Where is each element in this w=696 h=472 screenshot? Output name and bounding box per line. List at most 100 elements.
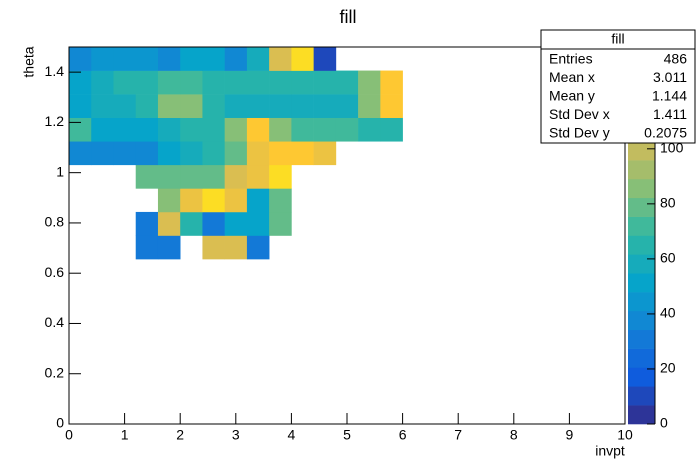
cell <box>135 211 159 236</box>
z-tick-label: 0 <box>660 415 668 431</box>
x-tick-label: 7 <box>454 427 462 443</box>
cell <box>202 47 225 71</box>
y-tick-label: 1.2 <box>45 113 65 129</box>
cell <box>246 94 270 118</box>
cell <box>69 70 92 95</box>
x-tick-label: 10 <box>617 427 633 443</box>
stats-value: 0.2075 <box>644 125 687 141</box>
cell <box>135 235 159 260</box>
stats-name: Entries <box>549 51 593 67</box>
palette-band <box>628 178 655 199</box>
cell <box>157 47 181 71</box>
cell <box>380 70 403 95</box>
cell <box>246 141 270 166</box>
cell <box>224 164 248 189</box>
palette-band <box>628 216 655 236</box>
cell <box>335 70 359 95</box>
cell <box>224 235 248 260</box>
x-tick-label: 5 <box>343 427 351 443</box>
palette-band <box>628 197 655 217</box>
cell <box>157 188 181 213</box>
z-tick-label: 100 <box>660 140 684 156</box>
cell <box>113 70 137 95</box>
y-tick-label: 0.2 <box>45 364 65 380</box>
cell <box>224 47 248 71</box>
palette-band <box>628 235 655 255</box>
cell <box>157 70 181 95</box>
cell <box>313 94 337 118</box>
cell <box>69 94 92 118</box>
cell <box>358 117 381 142</box>
x-tick-label: 3 <box>232 427 240 443</box>
stats-name: Std Dev y <box>549 125 610 141</box>
cell <box>157 164 181 189</box>
cell <box>291 141 314 166</box>
palette-band <box>628 141 655 161</box>
cell <box>313 141 337 166</box>
stats-title: fill <box>611 31 624 47</box>
cell <box>91 47 114 71</box>
z-tick-label: 60 <box>660 250 676 266</box>
cell <box>291 70 314 95</box>
cell <box>269 47 292 71</box>
x-tick-label: 0 <box>65 427 73 443</box>
x-tick-label: 8 <box>510 427 518 443</box>
cell <box>69 117 92 142</box>
y-axis-label: theta <box>21 46 37 77</box>
y-tick-label: 0.6 <box>45 264 65 280</box>
x-tick-label: 4 <box>288 427 296 443</box>
cell <box>202 211 225 236</box>
stats-name: Mean x <box>549 69 595 85</box>
y-tick-label: 0.4 <box>45 314 65 330</box>
cell <box>135 141 159 166</box>
cell <box>135 117 159 142</box>
cell <box>180 164 203 189</box>
cell <box>291 94 314 118</box>
cell <box>202 235 225 260</box>
cell <box>202 164 225 189</box>
stats-name: Std Dev x <box>549 106 610 122</box>
cell <box>135 47 159 71</box>
palette-band <box>628 273 655 293</box>
cell <box>246 164 270 189</box>
cell <box>269 70 292 95</box>
cell <box>313 47 337 71</box>
cell <box>246 70 270 95</box>
z-tick-label: 20 <box>660 360 676 376</box>
cell <box>135 94 159 118</box>
cell <box>246 47 270 71</box>
cell <box>180 94 203 118</box>
cell <box>113 47 137 71</box>
y-tick-label: 1.4 <box>45 63 65 79</box>
cell <box>202 94 225 118</box>
y-tick-label: 1 <box>56 163 64 179</box>
cell <box>180 188 203 213</box>
y-tick-label: 0.8 <box>45 214 65 230</box>
cell <box>335 117 359 142</box>
cell <box>180 47 203 71</box>
cell <box>358 94 381 118</box>
cell <box>180 70 203 95</box>
cell <box>180 141 203 166</box>
cell <box>224 188 248 213</box>
cell <box>291 47 314 71</box>
cell <box>269 117 292 142</box>
cell <box>269 164 292 189</box>
cell <box>202 188 225 213</box>
cell <box>335 94 359 118</box>
stats-value: 1.144 <box>652 88 687 104</box>
x-axis-label: invpt <box>595 443 625 459</box>
cell <box>313 70 337 95</box>
cell <box>157 94 181 118</box>
stats-name: Mean y <box>549 88 595 104</box>
palette-band <box>628 292 655 312</box>
cell <box>269 94 292 118</box>
cell <box>91 94 114 118</box>
cell <box>246 188 270 213</box>
cell <box>202 141 225 166</box>
cell <box>91 70 114 95</box>
cell <box>157 211 181 236</box>
cell <box>69 141 92 166</box>
cell <box>246 211 270 236</box>
